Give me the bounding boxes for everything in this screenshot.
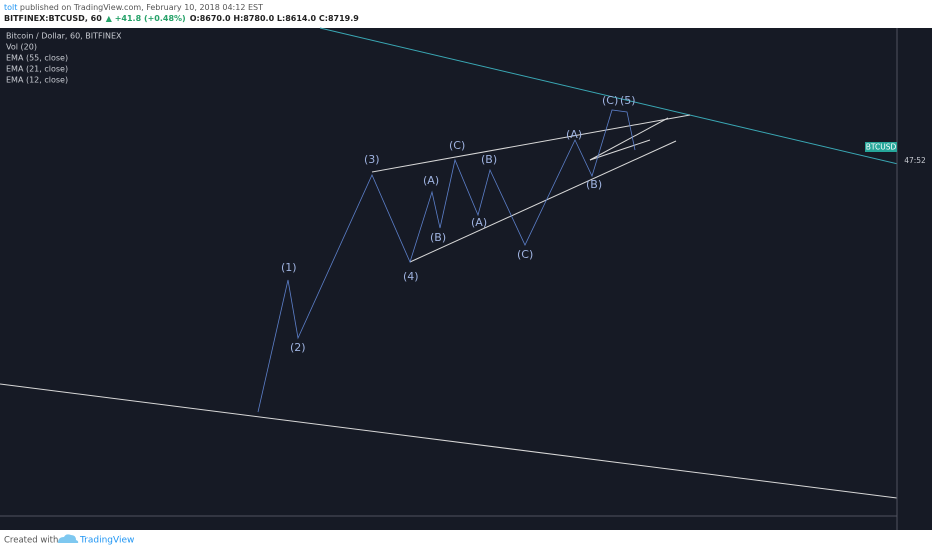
drawings bbox=[0, 27, 932, 499]
plot-background bbox=[0, 28, 932, 530]
change: ▲ +41.8 (+0.48%) bbox=[106, 14, 186, 23]
header-bar bbox=[0, 0, 932, 28]
legend-entry: EMA (55, close) bbox=[6, 54, 68, 63]
published: published on TradingView.com, February 1… bbox=[17, 3, 263, 12]
price-axis bbox=[897, 28, 932, 530]
wave-label: (C) bbox=[602, 94, 618, 107]
legend-entry: EMA (21, close) bbox=[6, 65, 68, 74]
header-line: tolt published on TradingView.com, Febru… bbox=[4, 3, 263, 12]
wave-label: (B) bbox=[430, 231, 446, 244]
trend-line bbox=[0, 383, 898, 499]
trend-line bbox=[319, 27, 932, 173]
wave-label: (3) bbox=[364, 153, 380, 166]
ohlc: O:8670.0 H:8780.0 L:8614.0 C:8719.9 bbox=[190, 14, 360, 23]
symbol-tag-box bbox=[865, 142, 897, 152]
legend: Bitcoin / Dollar, 60, BITFINEX Vol (20) … bbox=[6, 32, 122, 85]
wave-label: (C) bbox=[449, 139, 465, 152]
footer-text: Created with bbox=[4, 536, 58, 546]
wave-label: (5) bbox=[620, 94, 636, 107]
wave-labels: (1) (2) (3) (4) (A) (B) (C) (B) (A) (C) … bbox=[281, 94, 636, 354]
symbol-line: BITFINEX:BTCUSD, 60 ▲ +41.8 (+0.48%) O:867… bbox=[4, 14, 359, 23]
channel-line bbox=[409, 140, 677, 263]
wave-label: (A) bbox=[471, 216, 487, 229]
legend-title: Bitcoin / Dollar, 60, BITFINEX bbox=[6, 32, 122, 41]
price-tags: BTCUSD 47:52 bbox=[865, 142, 926, 165]
wave-label: (2) bbox=[290, 341, 306, 354]
symbol: BITFINEX:BTCUSD, 60 bbox=[4, 14, 102, 23]
legend-entry: Vol (20) bbox=[6, 43, 37, 52]
wave-label: (1) bbox=[281, 261, 297, 274]
wave-label: (A) bbox=[423, 174, 439, 187]
footer-bar bbox=[0, 530, 932, 550]
legend-entry: EMA (12, close) bbox=[6, 76, 68, 85]
symbol-tag: BTCUSD bbox=[866, 143, 897, 152]
brand-logo[interactable] bbox=[58, 534, 79, 543]
wave-label: (B) bbox=[586, 178, 602, 191]
wave-label: (B) bbox=[481, 153, 497, 166]
channel-line bbox=[371, 114, 691, 173]
author[interactable]: tolt bbox=[4, 3, 17, 12]
wave-label: (C) bbox=[517, 248, 533, 261]
countdown: 47:52 bbox=[904, 156, 926, 165]
wedge-line bbox=[589, 117, 669, 161]
wave-label: (A) bbox=[566, 128, 582, 141]
wedge-line bbox=[589, 139, 651, 161]
wave-path bbox=[257, 109, 636, 413]
brand-name[interactable]: TradingView bbox=[79, 536, 134, 546]
wave-label: (4) bbox=[403, 270, 419, 283]
